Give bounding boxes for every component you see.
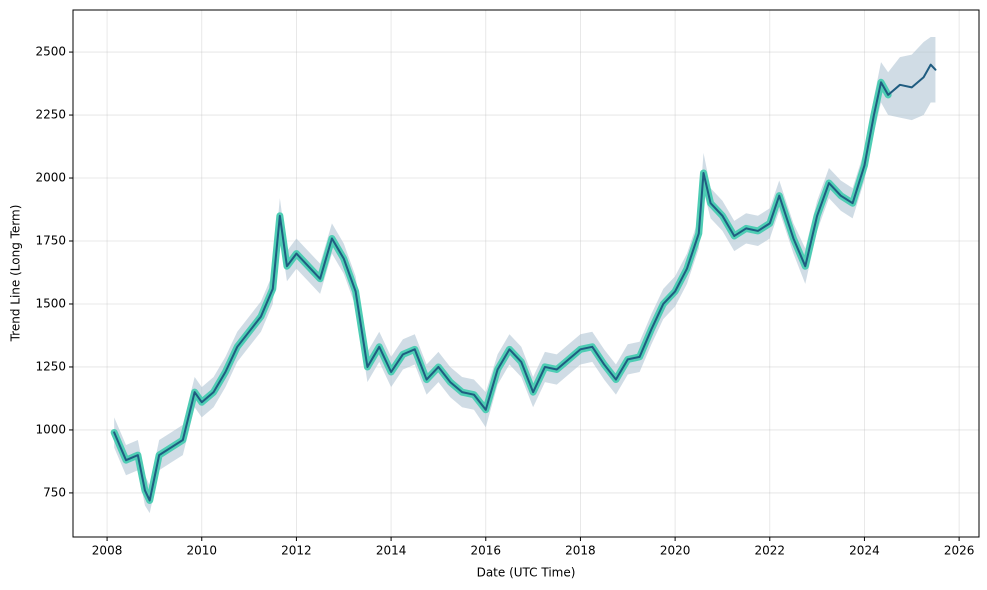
- x-tick-label: 2010: [186, 544, 217, 558]
- plot-frame: [72, 9, 980, 538]
- trend-line: [113, 63, 937, 502]
- y-tick-label: 2500: [35, 45, 66, 59]
- x-tick-label: 2024: [849, 544, 880, 558]
- price-line: [110, 78, 892, 504]
- x-tick-label: 2018: [565, 544, 596, 558]
- y-tick-label: 1500: [35, 296, 66, 310]
- x-tick-label: 2026: [944, 544, 975, 558]
- confidence-band: [114, 36, 936, 514]
- x-tick-label: 2016: [470, 544, 501, 558]
- y-tick-label: 1750: [35, 234, 66, 248]
- y-axis-label: Trend Line (Long Term): [9, 205, 23, 343]
- x-tick-label: 2014: [376, 544, 407, 558]
- y-tick-label: 2250: [35, 108, 66, 122]
- x-tick-label: 2022: [755, 544, 786, 558]
- y-tick-label: 2000: [35, 171, 66, 185]
- y-tick-label: 1250: [35, 359, 66, 373]
- y-tick-label: 1000: [35, 422, 66, 436]
- x-tick-label: 2020: [660, 544, 691, 558]
- x-tick-label: 2012: [281, 544, 312, 558]
- y-tick-label: 750: [43, 485, 66, 499]
- x-tick-label: 2008: [92, 544, 123, 558]
- x-axis-label: Date (UTC Time): [477, 566, 576, 580]
